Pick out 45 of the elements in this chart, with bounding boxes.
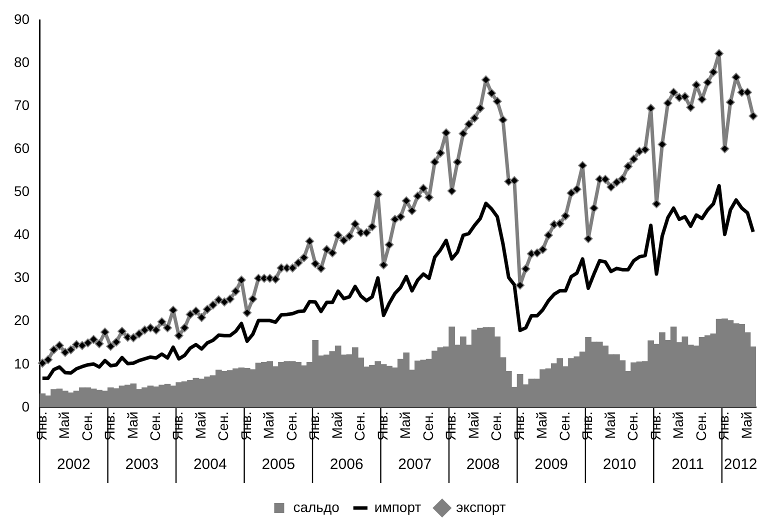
text: 2011 xyxy=(672,456,704,474)
text: 2009 xyxy=(534,456,568,474)
text: 2007 xyxy=(398,456,432,474)
x-tick-label: Сен. xyxy=(624,411,641,442)
text: 2006 xyxy=(330,456,364,474)
y-tick-label: 0 xyxy=(22,398,30,414)
legend-label: экспорт xyxy=(456,498,506,515)
x-tick-label: Сен. xyxy=(215,411,232,442)
x-tick-label: Май xyxy=(124,411,140,439)
text: 2002 xyxy=(57,456,90,474)
x-tick-label: Май xyxy=(192,411,208,439)
x-tick-label: Сен. xyxy=(78,411,95,442)
x-tick-label: Май xyxy=(670,411,686,439)
y-tick-label: 20 xyxy=(14,312,30,328)
y-tick-label: 70 xyxy=(14,96,30,113)
x-tick-label: Сен. xyxy=(146,411,163,442)
x-tick-label: Май xyxy=(328,411,345,439)
x-tick-label: Май xyxy=(397,411,414,439)
x-tick-label: Май xyxy=(465,411,482,439)
x-tick-label: Сен. xyxy=(352,411,368,442)
text: 2005 xyxy=(262,456,296,474)
x-tick-label: Сен. xyxy=(692,411,709,442)
text: 2003 xyxy=(125,456,159,474)
x-tick-label: Май xyxy=(738,411,754,439)
text: 2004 xyxy=(193,456,227,474)
legend-label: импорт xyxy=(374,498,422,515)
x-tick-label: Май xyxy=(56,411,72,439)
x-tick-label: Май xyxy=(260,411,277,439)
x-tick-label: Сен. xyxy=(420,411,436,442)
y-tick-label: 60 xyxy=(14,140,30,156)
y-tick-label: 50 xyxy=(14,183,30,200)
y-tick-label: 80 xyxy=(14,54,30,70)
legend-label: сальдо xyxy=(293,498,340,515)
y-tick-label: 90 xyxy=(14,10,30,27)
y-tick-label: 10 xyxy=(14,355,30,372)
text: 2010 xyxy=(602,456,636,474)
text: 2008 xyxy=(466,456,500,474)
x-tick-label: Сен. xyxy=(556,411,572,442)
x-tick-label: Май xyxy=(602,411,618,439)
x-tick-label: Сен. xyxy=(488,411,504,442)
y-tick-label: 40 xyxy=(14,226,30,242)
y-tick-label: 30 xyxy=(14,269,30,286)
text: 2012 xyxy=(724,456,758,474)
x-tick-label: Май xyxy=(534,411,550,439)
x-tick-label: Сен. xyxy=(283,411,300,442)
